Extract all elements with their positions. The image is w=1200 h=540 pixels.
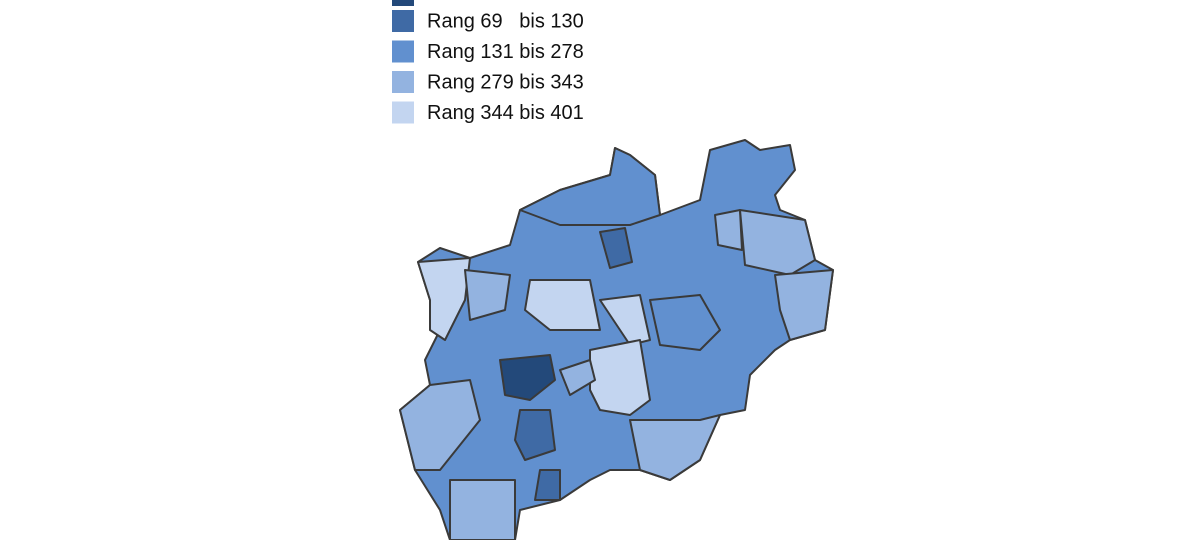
legend-swatch	[392, 40, 414, 63]
region	[499, 354, 556, 401]
region	[399, 379, 481, 471]
region	[589, 339, 651, 416]
region	[629, 414, 721, 481]
region	[464, 269, 511, 321]
legend-label: Rang 69 bis 130	[427, 10, 584, 32]
region	[519, 147, 661, 226]
region	[739, 209, 816, 276]
legend-label: Rang 344 bis 401	[427, 102, 584, 124]
region	[599, 294, 651, 346]
legend-label: Rang 279 bis 343	[427, 71, 584, 93]
region	[449, 479, 516, 540]
region	[534, 469, 561, 501]
regions	[399, 139, 834, 540]
legend-swatch	[392, 71, 414, 93]
region	[714, 209, 743, 251]
region	[514, 409, 556, 461]
region	[524, 279, 601, 331]
legend-swatch	[392, 10, 414, 32]
legend: Rang 69 bis 130 Rang 131 bis 278 Rang 279 …	[392, 10, 584, 124]
region	[599, 227, 633, 269]
region	[417, 257, 471, 341]
region	[559, 359, 596, 396]
legend-label: Rang 131 bis 278	[427, 41, 584, 63]
legend-swatch	[392, 0, 414, 6]
region	[774, 269, 834, 341]
region	[649, 294, 721, 351]
legend-swatch	[392, 101, 414, 124]
